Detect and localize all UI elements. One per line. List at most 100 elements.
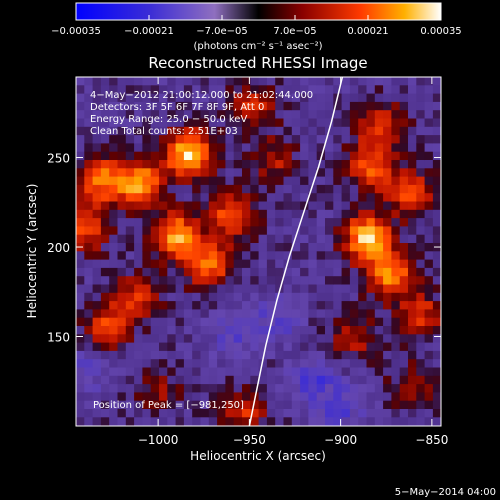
heatmap-cell <box>341 259 351 269</box>
heatmap-cell <box>416 184 425 194</box>
heatmap-cell <box>100 209 110 219</box>
heatmap-cell <box>200 425 210 426</box>
heatmap-cell <box>416 384 425 393</box>
heatmap-cell <box>391 77 401 86</box>
heatmap-cell <box>391 184 401 194</box>
heatmap-cell <box>399 367 409 377</box>
heatmap-cell <box>366 409 376 418</box>
heatmap-cell <box>242 384 251 393</box>
heatmap-cell <box>159 218 168 227</box>
heatmap-cell <box>109 143 118 153</box>
heatmap-cell <box>316 168 326 177</box>
heatmap-cell <box>208 334 218 343</box>
heatmap-cell <box>383 176 392 186</box>
heatmap-cell <box>242 135 251 144</box>
heatmap-cell <box>300 226 309 236</box>
heatmap-cell <box>308 326 318 335</box>
heatmap-cell <box>175 251 185 260</box>
heatmap-cell <box>134 85 143 94</box>
heatmap-cell <box>432 267 441 277</box>
heatmap-cell <box>391 243 401 252</box>
heatmap-cell <box>159 375 168 385</box>
heatmap-cell <box>183 301 193 310</box>
heatmap-cell <box>325 259 334 269</box>
heatmap-cell <box>416 375 425 385</box>
heatmap-cell <box>117 375 127 385</box>
heatmap-cell <box>142 317 152 327</box>
heatmap-cell <box>291 151 301 161</box>
heatmap-cell <box>117 234 127 244</box>
heatmap-cell <box>358 101 367 111</box>
heatmap-cell <box>341 243 351 252</box>
heatmap-cell <box>424 184 434 194</box>
heatmap-cell <box>391 151 401 161</box>
heatmap-cell <box>432 292 441 302</box>
heatmap-cell <box>383 350 392 360</box>
heatmap-cell <box>208 317 218 327</box>
heatmap-cell <box>217 425 226 426</box>
heatmap-cell <box>175 409 185 418</box>
heatmap-cell <box>242 101 251 111</box>
heatmap-cell <box>175 218 185 227</box>
heatmap-cell <box>358 93 367 103</box>
heatmap-cell <box>109 176 118 186</box>
heatmap-cell <box>159 409 168 418</box>
heatmap-cell <box>333 218 342 227</box>
heatmap-cell <box>92 359 102 368</box>
heatmap-cell <box>84 409 93 418</box>
heatmap-cell <box>208 409 218 418</box>
heatmap-cell <box>250 218 259 227</box>
heatmap-cell <box>76 409 85 418</box>
heatmap-cell <box>383 359 392 368</box>
heatmap-cell <box>258 218 268 227</box>
heatmap-cell <box>150 110 160 119</box>
heatmap-cell <box>142 267 152 277</box>
heatmap-cell <box>408 375 417 385</box>
heatmap-cell <box>391 317 401 327</box>
heatmap-cell <box>258 243 268 252</box>
heatmap-cell <box>192 251 201 260</box>
heatmap-cell <box>125 93 135 103</box>
heatmap-cell <box>150 417 160 426</box>
heatmap-cell <box>150 375 160 385</box>
heatmap-cell <box>125 342 135 352</box>
heatmap-cell <box>175 417 185 426</box>
heatmap-cell <box>242 168 251 177</box>
heatmap-cell <box>283 93 293 103</box>
heatmap-cell <box>325 226 334 236</box>
heatmap-cell <box>200 168 210 177</box>
heatmap-cell <box>125 384 135 393</box>
heatmap-cell <box>341 309 351 319</box>
heatmap-cell <box>399 168 409 177</box>
heatmap-cell <box>424 400 434 410</box>
heatmap-cell <box>391 110 401 119</box>
heatmap-cell <box>333 334 342 343</box>
heatmap-cell <box>225 417 235 426</box>
annotation-line-3: Energy Range: 25.0 − 50.0 keV <box>90 114 247 125</box>
heatmap-cell <box>167 218 176 227</box>
heatmap-cell <box>242 392 251 402</box>
heatmap <box>76 77 441 426</box>
heatmap-cell <box>92 417 102 426</box>
heatmap-cell <box>250 284 259 294</box>
heatmap-cell <box>275 193 284 202</box>
heatmap-cell <box>200 126 210 136</box>
heatmap-cell <box>167 284 176 294</box>
heatmap-cell <box>150 326 160 335</box>
heatmap-cell <box>283 110 293 119</box>
heatmap-cell <box>233 409 243 418</box>
heatmap-cell <box>109 392 118 402</box>
heatmap-cell <box>159 226 168 236</box>
heatmap-cell <box>366 350 376 360</box>
heatmap-cell <box>358 118 367 128</box>
heatmap-cell <box>308 292 318 302</box>
heatmap-cell <box>109 400 118 410</box>
heatmap-cell <box>175 234 185 244</box>
heatmap-cell <box>366 151 376 161</box>
heatmap-cell <box>316 118 326 128</box>
heatmap-cell <box>316 201 326 211</box>
heatmap-cell <box>258 160 268 169</box>
heatmap-cell <box>349 359 359 368</box>
heatmap-cell <box>291 367 301 377</box>
heatmap-cell <box>275 392 284 402</box>
